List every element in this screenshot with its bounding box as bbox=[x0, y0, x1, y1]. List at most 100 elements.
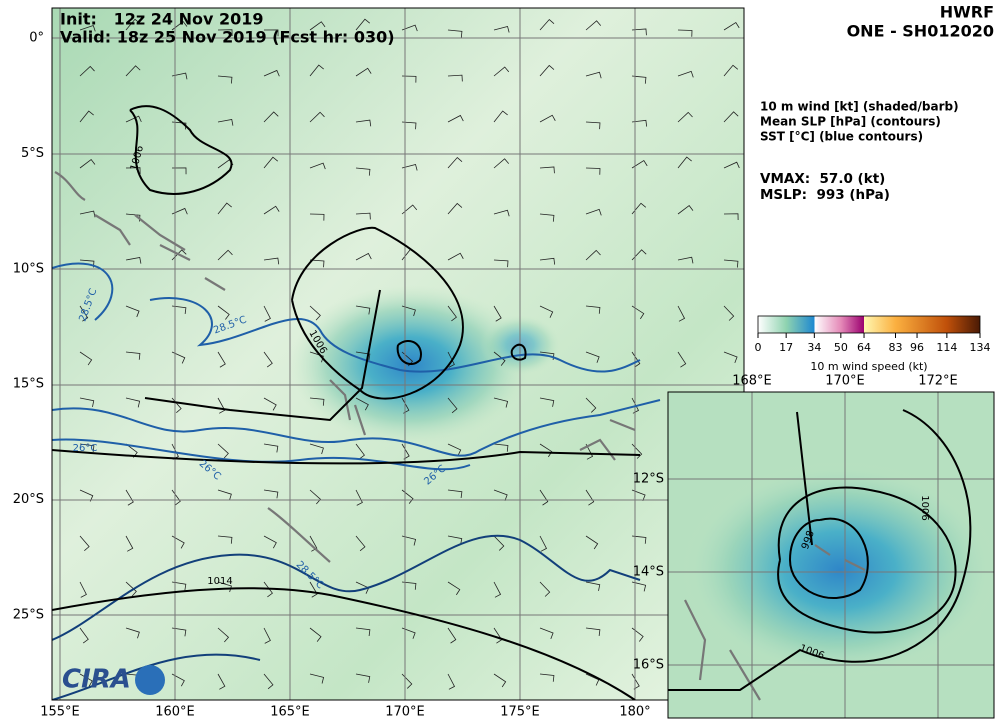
wind-barb bbox=[355, 535, 366, 552]
wind-barb bbox=[79, 535, 90, 552]
wind-barb bbox=[585, 249, 601, 261]
wind-barb bbox=[677, 111, 693, 123]
wind-barb bbox=[125, 535, 134, 552]
coastline bbox=[684, 544, 866, 701]
wind-shading bbox=[680, 460, 994, 680]
lat-label: 20°S bbox=[13, 492, 44, 507]
wind-barb bbox=[401, 535, 417, 546]
wind-barb bbox=[79, 673, 93, 687]
wind-barb bbox=[585, 627, 601, 636]
wind-barb bbox=[723, 259, 739, 268]
wind-barb bbox=[309, 21, 326, 31]
wind-barb bbox=[447, 351, 455, 368]
wind-barb bbox=[493, 158, 510, 169]
wind-barb bbox=[539, 166, 555, 174]
wind-barb bbox=[401, 489, 414, 504]
wind-barb bbox=[263, 205, 280, 215]
coastline bbox=[54, 171, 636, 563]
wind-barb bbox=[585, 443, 594, 460]
wind-barb bbox=[493, 259, 509, 268]
lon-label: 160°E bbox=[155, 705, 195, 720]
colorbar bbox=[757, 315, 981, 334]
wind-barb bbox=[447, 252, 464, 261]
wind-barb bbox=[585, 351, 600, 363]
wind-barb bbox=[309, 259, 325, 268]
logo-text: CIRA bbox=[62, 665, 131, 695]
wind-barb bbox=[401, 627, 416, 639]
wind-barb bbox=[217, 305, 230, 320]
wind-barb bbox=[493, 110, 508, 123]
lon-label: 165°E bbox=[270, 705, 310, 720]
wind-barb bbox=[677, 29, 693, 37]
wind-barb bbox=[355, 167, 371, 176]
wind-barb bbox=[631, 75, 647, 84]
wind-barb bbox=[171, 351, 186, 364]
wind-barb bbox=[539, 627, 554, 640]
wind-barb bbox=[401, 24, 418, 32]
wind-barb bbox=[585, 305, 601, 314]
wind-barb bbox=[217, 202, 232, 215]
wind-barb bbox=[125, 305, 140, 318]
wind-barb bbox=[263, 305, 271, 322]
wind-barb bbox=[125, 351, 141, 360]
wind-barb bbox=[355, 627, 371, 637]
wind-barb bbox=[493, 443, 509, 452]
wind-barb bbox=[171, 20, 188, 31]
wind-barb bbox=[493, 25, 510, 33]
wind-barb bbox=[79, 24, 96, 32]
wind-barb bbox=[79, 210, 96, 218]
wind-barb bbox=[171, 627, 187, 637]
lat-label: 15°S bbox=[13, 377, 44, 392]
wind-barb bbox=[539, 535, 548, 552]
wind-barb bbox=[125, 397, 141, 408]
legend-line: 10 m wind [kt] (shaded/barb) bbox=[760, 100, 959, 114]
sst-contour bbox=[52, 262, 661, 471]
lat-label: 10°S bbox=[13, 261, 44, 276]
wind-barb bbox=[217, 75, 233, 84]
colorbar-tick-label: 34 bbox=[807, 341, 821, 354]
wind-barb bbox=[401, 163, 418, 171]
colorbar-tick-label: 83 bbox=[889, 341, 903, 354]
lat-label: 16°S bbox=[633, 658, 664, 673]
wind-barb bbox=[125, 627, 140, 639]
lat-label: 0° bbox=[29, 31, 44, 46]
wind-barb bbox=[585, 208, 602, 216]
wind-barb bbox=[539, 213, 555, 222]
wind-barb bbox=[309, 489, 322, 505]
wind-barb bbox=[263, 627, 271, 644]
wind-barb bbox=[125, 167, 141, 174]
wind-barb bbox=[723, 213, 739, 221]
wind-barb bbox=[309, 535, 318, 552]
wind-barb bbox=[79, 627, 89, 644]
vmax: VMAX: 57.0 (kt) bbox=[760, 171, 885, 187]
wind-barb bbox=[493, 535, 505, 551]
wind-barb bbox=[677, 156, 692, 169]
wind-barb bbox=[171, 167, 187, 175]
wind-barb bbox=[79, 581, 87, 598]
wind-barb bbox=[171, 581, 187, 591]
wind-barb bbox=[631, 28, 647, 36]
legend-line: Mean SLP [hPa] (contours) bbox=[760, 115, 941, 129]
wind-barb bbox=[493, 209, 510, 217]
logo-badge bbox=[135, 665, 165, 695]
wind-barb bbox=[171, 673, 185, 687]
wind-barb bbox=[539, 581, 551, 597]
wind-barb bbox=[217, 673, 226, 690]
wind-barb bbox=[263, 29, 279, 37]
wind-barb bbox=[631, 489, 646, 502]
wind-barb bbox=[677, 256, 694, 264]
wind-barb bbox=[263, 489, 279, 499]
wind-barb bbox=[539, 397, 555, 407]
legend-line: SST [°C] (blue contours) bbox=[760, 130, 923, 144]
contour-label: 1006 bbox=[919, 495, 930, 520]
inset-map bbox=[668, 392, 994, 718]
wind-barb bbox=[447, 627, 457, 644]
wind-barb bbox=[447, 581, 461, 596]
wind-barb bbox=[309, 397, 325, 406]
wind-barb bbox=[723, 351, 738, 364]
init-time: Init: 12z 24 Nov 2019 bbox=[60, 10, 263, 29]
wind-barb bbox=[125, 489, 134, 506]
map-frame bbox=[51, 7, 745, 701]
wind-barb bbox=[217, 443, 229, 459]
wind-barb bbox=[447, 443, 462, 456]
